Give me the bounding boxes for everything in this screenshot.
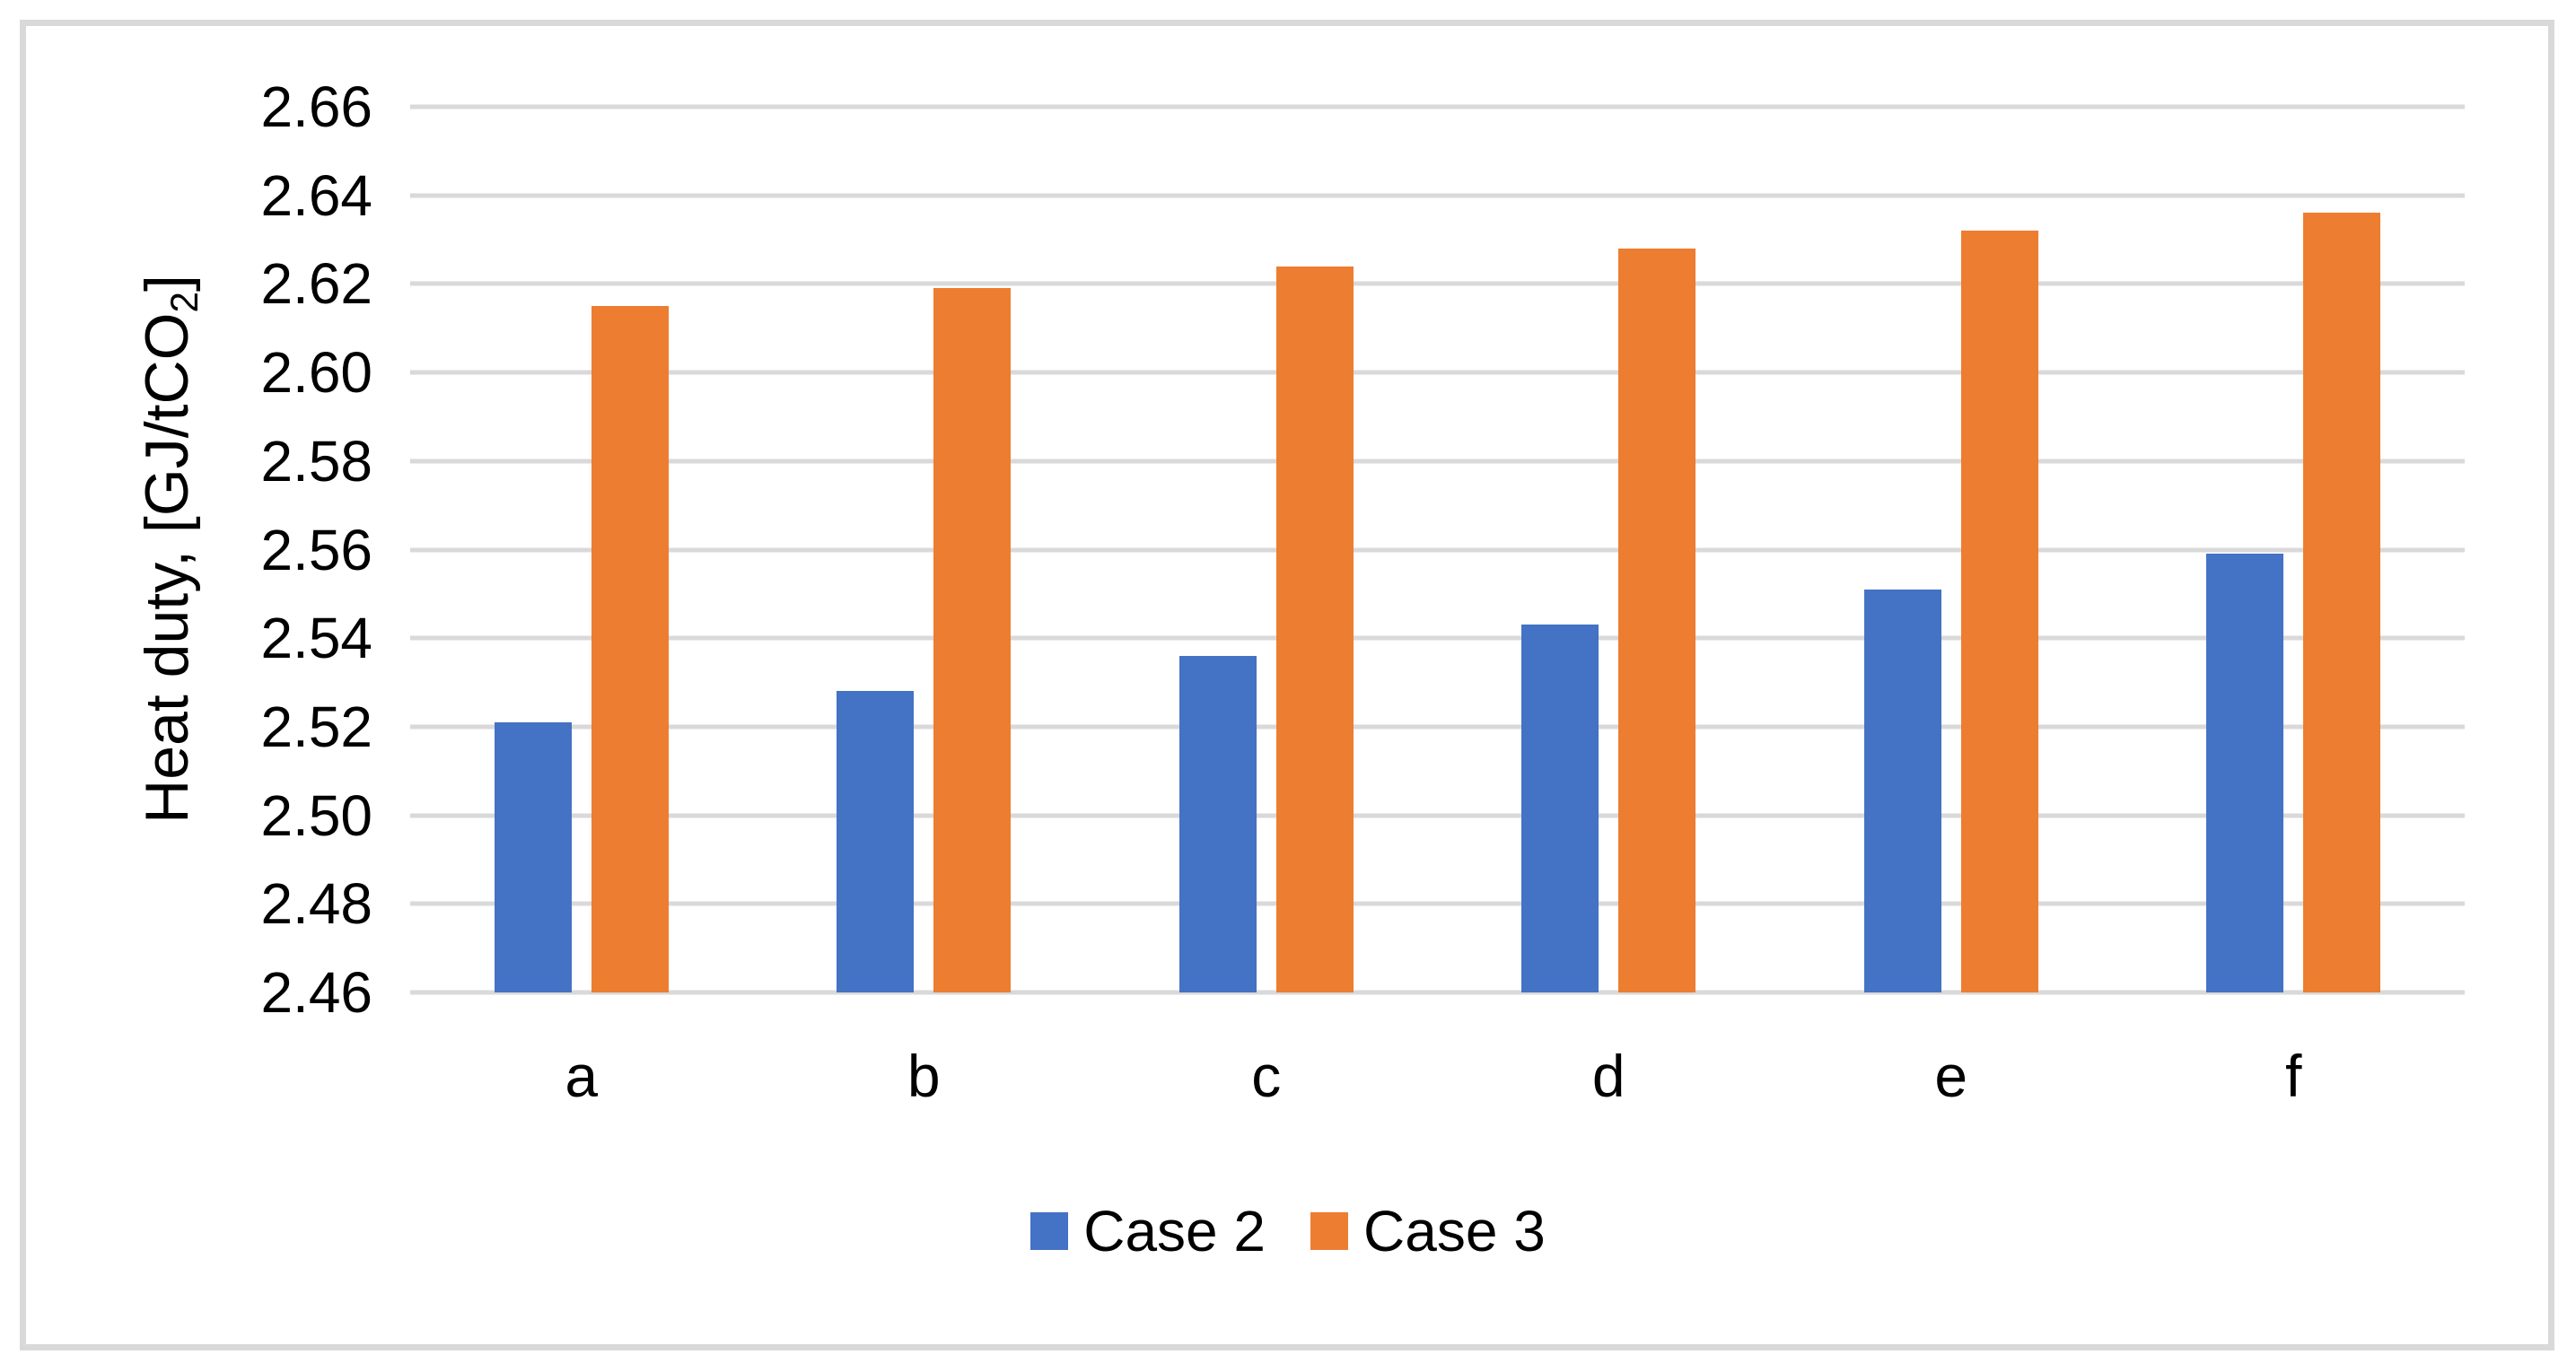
x-category-label-b: b	[907, 1043, 941, 1109]
legend-swatch-case-3	[1310, 1212, 1348, 1250]
plot-area	[410, 104, 2465, 995]
y-tick-label-2.48: 2.48	[260, 871, 372, 937]
bar-case-2-b	[837, 691, 915, 992]
y-tick-label-2.52: 2.52	[260, 694, 372, 759]
bar-case-3-a	[591, 306, 669, 992]
gridline-2.46	[410, 990, 2465, 995]
gridline-2.62	[410, 281, 2465, 286]
figure-border	[20, 20, 2554, 1350]
legend-label-case-2: Case 2	[1083, 1199, 1266, 1263]
gridline-2.48	[410, 901, 2465, 906]
bar-case-3-d	[1618, 248, 1696, 992]
gridline-2.52	[410, 724, 2465, 730]
y-tick-label-2.46: 2.46	[260, 960, 372, 1025]
y-tick-label-2.54: 2.54	[260, 606, 372, 671]
gridline-2.66	[410, 104, 2465, 109]
y-tick-label-2.66: 2.66	[260, 74, 372, 139]
legend-item-case-2: Case 2	[1030, 1202, 1266, 1260]
gridline-2.60	[410, 370, 2465, 375]
y-tick-label-2.58: 2.58	[260, 428, 372, 494]
bar-groups	[410, 107, 2465, 992]
y-tick-label-2.56: 2.56	[260, 517, 372, 582]
y-tick-label-2.64: 2.64	[260, 162, 372, 228]
bar-case-3-e	[1960, 231, 2038, 992]
y-tick-label-2.50: 2.50	[260, 782, 372, 848]
legend-label-case-3: Case 3	[1363, 1199, 1546, 1263]
bar-case-2-c	[1178, 655, 1257, 992]
bar-group-a	[410, 107, 753, 992]
gridline-2.58	[410, 459, 2465, 464]
bar-case-2-a	[494, 721, 572, 992]
x-category-label-a: a	[565, 1043, 599, 1109]
y-tick-label-2.62: 2.62	[260, 251, 372, 317]
bar-case-3-c	[1275, 266, 1354, 992]
legend-swatch-case-2	[1030, 1212, 1069, 1250]
bar-group-e	[1780, 107, 2123, 992]
bar-case-3-f	[2303, 213, 2381, 992]
gridline-2.64	[410, 193, 2465, 198]
legend: Case 2 Case 3	[0, 1202, 2576, 1260]
gridline-2.50	[410, 813, 2465, 818]
bar-group-c	[1095, 107, 1438, 992]
x-category-labels: a b c d e f	[410, 1041, 2465, 1112]
bar-group-d	[1438, 107, 1781, 992]
x-category-label-f: f	[2285, 1043, 2302, 1109]
gridline-2.56	[410, 547, 2465, 552]
bar-case-2-e	[1863, 589, 1941, 992]
bar-case-2-d	[1521, 625, 1599, 992]
gridline-2.54	[410, 635, 2465, 641]
bar-case-2-f	[2206, 554, 2284, 992]
x-category-label-d: d	[1591, 1043, 1625, 1109]
x-category-label-e: e	[1934, 1043, 1968, 1109]
bar-case-3-b	[933, 288, 1012, 992]
x-category-label-c: c	[1251, 1043, 1282, 1109]
y-tick-label-2.60: 2.60	[260, 340, 372, 406]
bar-group-f	[2123, 107, 2466, 992]
legend-item-case-3: Case 3	[1310, 1202, 1546, 1260]
bar-group-b	[753, 107, 1096, 992]
